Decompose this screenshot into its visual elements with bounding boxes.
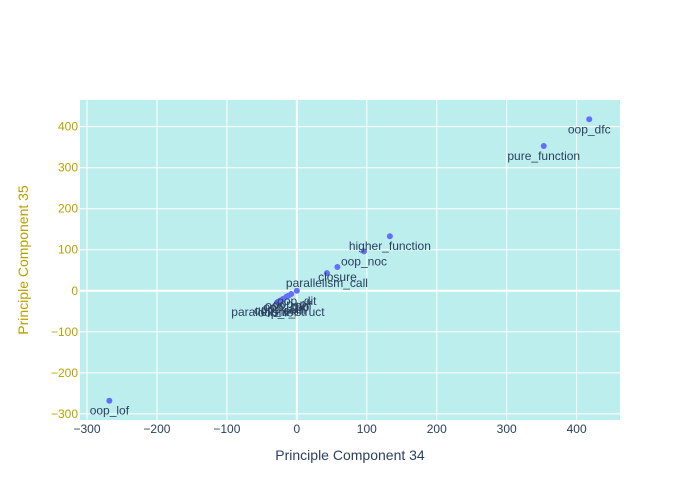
y-tick-label: −300 bbox=[51, 407, 78, 421]
data-point bbox=[540, 142, 547, 149]
data-point-label: higher_function bbox=[349, 239, 431, 253]
data-point-label: parallelism_call bbox=[286, 276, 368, 290]
data-point bbox=[586, 116, 593, 123]
x-tick-labels: −300 −200 −100 0 100 200 300 400 bbox=[73, 422, 586, 436]
y-tick-label: −200 bbox=[51, 366, 78, 380]
data-point-label: oop_lof bbox=[90, 404, 130, 418]
x-axis-title: Principle Component 34 bbox=[275, 447, 425, 463]
x-tick-label: 0 bbox=[293, 422, 300, 436]
x-tick-label: −100 bbox=[213, 422, 240, 436]
data-point-label: oop_lcom bbox=[254, 304, 306, 318]
data-point-label: oop_dfc bbox=[568, 122, 611, 136]
data-point-label: oop_lof bbox=[258, 305, 298, 319]
data-point bbox=[386, 233, 393, 240]
data-point-label: oop_pf bbox=[273, 297, 310, 311]
data-point bbox=[274, 298, 281, 305]
data-point bbox=[323, 270, 330, 277]
data-point-label: oop_ahf bbox=[261, 302, 305, 316]
data-point-label: oop_noc bbox=[341, 254, 387, 268]
data-point bbox=[360, 248, 367, 255]
grid-lines bbox=[80, 100, 620, 420]
data-point-label: pure_function bbox=[507, 149, 580, 163]
data-point bbox=[293, 287, 300, 294]
plot-area bbox=[80, 100, 620, 420]
x-tick-label: −200 bbox=[143, 422, 170, 436]
y-tick-label: −100 bbox=[51, 325, 78, 339]
data-point-label: closure bbox=[318, 270, 357, 284]
y-tick-label: 400 bbox=[58, 120, 78, 134]
y-tick-label: 200 bbox=[58, 202, 78, 216]
data-point-label: oop_dit bbox=[277, 294, 317, 308]
data-point-label: oop_cbo bbox=[263, 300, 309, 314]
data-point-labels: oop_dfc pure_function higher_functionoop_n… bbox=[90, 122, 611, 417]
x-tick-label: −300 bbox=[73, 422, 100, 436]
x-tick-label: 200 bbox=[427, 422, 447, 436]
y-tick-labels: −300 −200 −100 0 100 200 300 400 bbox=[51, 120, 78, 421]
y-tick-label: 0 bbox=[71, 284, 78, 298]
data-point bbox=[106, 397, 113, 404]
y-tick-label: 100 bbox=[58, 243, 78, 257]
data-point-label: parallelism_struct bbox=[231, 305, 325, 319]
data-points bbox=[106, 116, 593, 404]
x-tick-label: 300 bbox=[497, 422, 517, 436]
data-point bbox=[334, 263, 341, 270]
data-point-label: oop_mhf bbox=[265, 299, 312, 313]
y-axis-title: Principle Component 35 bbox=[15, 185, 31, 335]
x-tick-label: 400 bbox=[567, 422, 587, 436]
x-tick-label: 100 bbox=[357, 422, 377, 436]
y-tick-label: 300 bbox=[58, 161, 78, 175]
